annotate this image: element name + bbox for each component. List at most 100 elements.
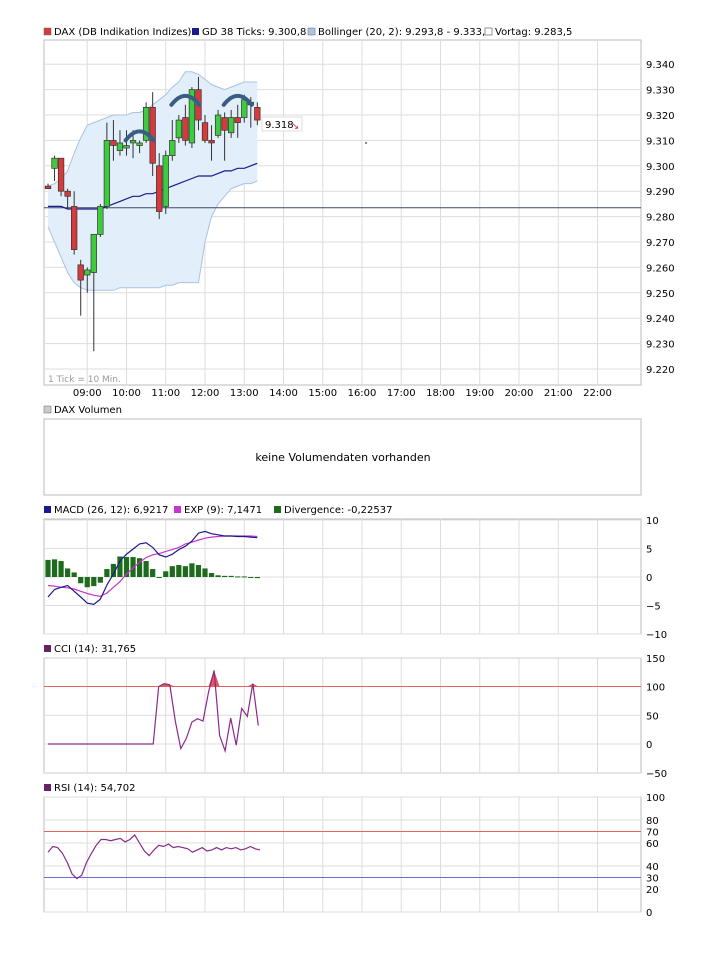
candle-body [175, 119, 182, 139]
candle-body [110, 140, 117, 146]
divergence-bar [189, 563, 195, 577]
macd-y-ticks: 10 5 0 −5 −10 [646, 516, 667, 641]
legend-rsi: RSI (14): 54,702 [54, 783, 136, 794]
pattern-marker [123, 129, 156, 143]
candle-body [116, 142, 124, 151]
macd-y-tick: −10 [646, 630, 667, 641]
legend-swatch-volume [43, 405, 52, 414]
price-y-ticks: 9.340 9.330 9.320 9.310 9.300 9.290 9.280 9.270… [646, 60, 675, 376]
price-y-tick: 9.220 [646, 365, 675, 376]
legend-swatch-cci [44, 645, 51, 652]
divergence-bar [176, 565, 182, 577]
candle-body [208, 140, 215, 144]
legend-divergence: Divergence: -0,22537 [284, 505, 392, 516]
divergence-bar [143, 561, 149, 577]
divergence-bar [58, 561, 64, 577]
cci-y-ticks: 150 100 50 0 −50 [646, 654, 667, 780]
candle-body [162, 155, 169, 207]
divergence-bar [156, 577, 162, 578]
divergence-bar [130, 557, 136, 577]
price-x-tick: 13:00 [230, 388, 259, 399]
volume-plot-area [43, 418, 642, 496]
last-price-label: 9.318 ↘ [261, 116, 303, 132]
price-x-tick: 10:00 [112, 388, 141, 399]
down-arrow-icon: ↘ [291, 121, 299, 132]
candle-body [77, 264, 84, 281]
rsi-y-tick: 20 [646, 885, 659, 896]
rsi-y-tick: 80 [646, 816, 659, 827]
candle-body [241, 99, 248, 118]
divergence-bar [123, 557, 130, 577]
rsi-legend: RSI (14): 54,702 [44, 783, 136, 794]
price-y-tick: 9.270 [646, 238, 675, 249]
divergence-bar [110, 563, 117, 577]
candle-body [221, 117, 228, 131]
cci-grid [44, 657, 641, 774]
divergence-bar [169, 566, 175, 577]
rsi-y-tick: 60 [646, 839, 659, 850]
price-x-tick: 21:00 [544, 388, 573, 399]
candle-body [188, 89, 196, 144]
price-y-tick: 9.250 [646, 289, 675, 300]
divergence-bar [78, 577, 84, 584]
cci-legend: CCI (14): 31,765 [44, 644, 136, 655]
legend-swatch-exp [174, 506, 181, 513]
divergence-bar [215, 575, 221, 577]
cci-y-tick: 50 [646, 711, 659, 722]
legend-swatch-macd [44, 506, 51, 513]
divergence-bar [150, 569, 156, 577]
macd-y-tick: 10 [646, 516, 659, 527]
price-x-tick: 11:00 [151, 388, 180, 399]
candle-body [123, 145, 130, 149]
cci-lines [48, 670, 259, 754]
legend-swatch-dax [43, 27, 52, 36]
rsi-y-tick: 40 [646, 862, 659, 873]
macd-y-tick: −5 [646, 602, 661, 613]
divergence-bar [235, 576, 241, 578]
legend-swatch-vortag [484, 27, 493, 36]
candle-body [156, 165, 163, 212]
cci-y-tick: 0 [646, 740, 652, 751]
legend-macd: MACD (26, 12): 6,9217 [54, 505, 168, 516]
price-y-tick: 9.310 [646, 136, 675, 147]
stray-dot [365, 142, 367, 144]
cci-y-tick: 100 [646, 683, 665, 694]
candle-body [169, 140, 176, 156]
divergence-bar [208, 573, 215, 577]
legend-gd38: GD 38 Ticks: 9.300,8 [202, 27, 306, 38]
price-x-tick: 20:00 [505, 388, 534, 399]
rsi-plot-area [43, 796, 642, 913]
gd38-path [48, 162, 258, 210]
divergence-bar [202, 568, 208, 577]
legend-dax: DAX (DB Indikation Indizes) [54, 27, 192, 38]
divergence-bar [136, 558, 143, 577]
price-y-tick: 9.280 [646, 213, 675, 224]
candle-body [90, 234, 97, 273]
divergence-bar [84, 577, 90, 588]
pattern-marker [169, 93, 202, 107]
divergence-bar [91, 577, 97, 587]
rsi-grid [44, 796, 641, 913]
macd-y-tick: 5 [646, 545, 652, 556]
candle-body [201, 122, 209, 141]
divergence-bar [228, 575, 234, 577]
price-x-tick: 15:00 [308, 388, 337, 399]
divergence-bar [51, 559, 58, 577]
interval-note: 1 Tick = 10 Min. [48, 375, 121, 385]
price-y-tick: 9.300 [646, 162, 675, 173]
price-y-tick: 9.320 [646, 111, 675, 122]
price-x-tick: 16:00 [348, 388, 377, 399]
divergence-bar [222, 575, 228, 577]
last-price-value: 9.318 [265, 120, 294, 131]
price-legend: DAX (DB Indikation Indizes) GD 38 Ticks:… [43, 27, 572, 38]
macd-lines [47, 530, 258, 606]
pattern-marker [221, 93, 254, 107]
pattern-markers [123, 93, 254, 143]
candle-body [136, 142, 143, 146]
candle-body [254, 107, 261, 121]
cci-overbought-fill [48, 670, 259, 687]
bollinger-lower-line [47, 180, 258, 291]
divergence-bar [248, 577, 254, 578]
candle-body [182, 117, 189, 141]
price-y-tick: 9.330 [646, 86, 675, 97]
